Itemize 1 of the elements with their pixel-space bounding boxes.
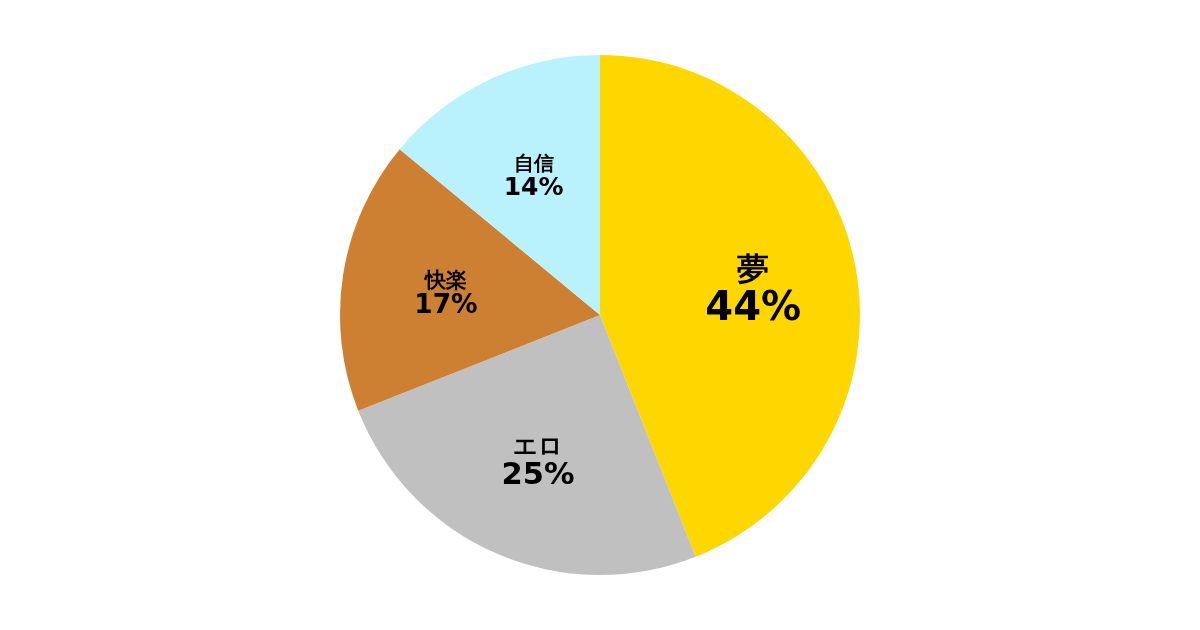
slice-label: 夢 [737, 249, 770, 288]
